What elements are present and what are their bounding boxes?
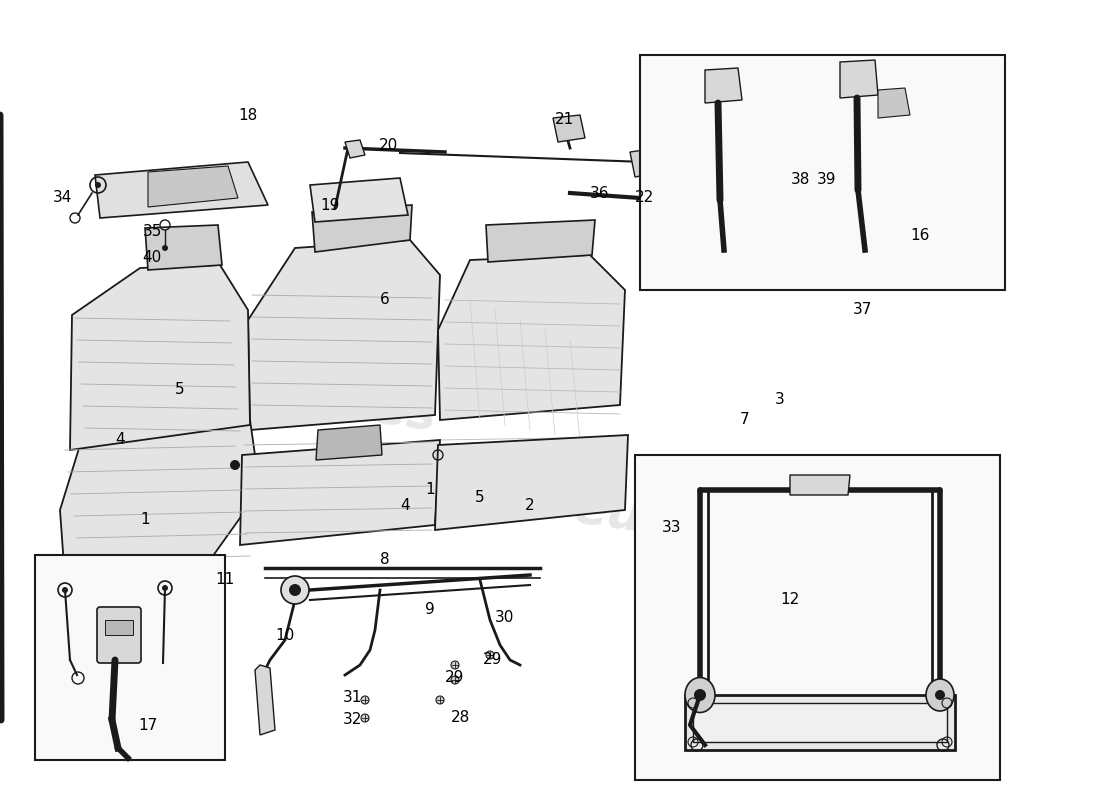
Text: 16: 16 bbox=[911, 227, 930, 242]
Polygon shape bbox=[790, 475, 850, 495]
Circle shape bbox=[162, 585, 168, 591]
Text: 9: 9 bbox=[425, 602, 435, 618]
Polygon shape bbox=[240, 440, 440, 545]
Text: 11: 11 bbox=[216, 573, 234, 587]
Circle shape bbox=[865, 203, 874, 213]
Polygon shape bbox=[95, 162, 268, 218]
Bar bbox=[640, 55, 1005, 290]
Circle shape bbox=[361, 714, 368, 722]
Circle shape bbox=[361, 696, 368, 704]
Circle shape bbox=[694, 689, 706, 701]
Polygon shape bbox=[345, 140, 365, 158]
Polygon shape bbox=[60, 420, 260, 580]
Polygon shape bbox=[148, 166, 238, 207]
Circle shape bbox=[451, 661, 459, 669]
Polygon shape bbox=[434, 435, 628, 530]
Text: 3: 3 bbox=[776, 393, 785, 407]
Text: 28: 28 bbox=[450, 710, 470, 726]
Polygon shape bbox=[312, 205, 412, 252]
Text: 1: 1 bbox=[426, 482, 434, 498]
Text: 30: 30 bbox=[495, 610, 515, 626]
Polygon shape bbox=[255, 665, 275, 735]
Text: 35: 35 bbox=[142, 225, 162, 239]
Circle shape bbox=[62, 587, 68, 593]
Circle shape bbox=[289, 584, 301, 596]
Text: 20: 20 bbox=[378, 138, 397, 153]
Text: eurospares: eurospares bbox=[570, 484, 890, 576]
Circle shape bbox=[230, 460, 240, 470]
Circle shape bbox=[280, 576, 309, 604]
Text: 4: 4 bbox=[116, 433, 124, 447]
Polygon shape bbox=[553, 115, 585, 142]
Text: 4: 4 bbox=[400, 498, 410, 513]
Circle shape bbox=[95, 182, 101, 188]
Bar bbox=[104, 620, 133, 635]
Polygon shape bbox=[705, 68, 742, 103]
Bar bbox=[635, 455, 1000, 780]
Text: 33: 33 bbox=[662, 521, 682, 535]
Bar bbox=[693, 703, 947, 742]
Polygon shape bbox=[248, 240, 440, 430]
Polygon shape bbox=[310, 178, 408, 222]
Text: 12: 12 bbox=[780, 593, 800, 607]
Polygon shape bbox=[840, 60, 878, 98]
Text: 5: 5 bbox=[175, 382, 185, 398]
Polygon shape bbox=[438, 255, 625, 420]
Ellipse shape bbox=[685, 678, 715, 713]
Text: 40: 40 bbox=[142, 250, 162, 266]
Text: 8: 8 bbox=[381, 553, 389, 567]
Text: 39: 39 bbox=[817, 173, 837, 187]
Bar bbox=[685, 695, 955, 750]
Text: 34: 34 bbox=[53, 190, 72, 206]
Text: 7: 7 bbox=[740, 413, 750, 427]
Polygon shape bbox=[145, 225, 222, 270]
Circle shape bbox=[162, 245, 168, 251]
Polygon shape bbox=[70, 265, 250, 450]
Text: 21: 21 bbox=[556, 113, 574, 127]
Circle shape bbox=[486, 651, 494, 659]
Text: 32: 32 bbox=[342, 713, 362, 727]
Text: 19: 19 bbox=[320, 198, 340, 213]
Text: 6: 6 bbox=[381, 293, 389, 307]
Circle shape bbox=[451, 676, 459, 684]
Text: 29: 29 bbox=[446, 670, 464, 686]
Text: 31: 31 bbox=[342, 690, 362, 705]
Text: 29: 29 bbox=[483, 653, 503, 667]
Circle shape bbox=[935, 690, 945, 700]
Polygon shape bbox=[316, 425, 382, 460]
Text: 22: 22 bbox=[636, 190, 654, 206]
Text: 17: 17 bbox=[139, 718, 157, 733]
Bar bbox=[35, 555, 226, 760]
Text: 5: 5 bbox=[475, 490, 485, 505]
Ellipse shape bbox=[926, 679, 954, 711]
Text: eurospares: eurospares bbox=[120, 350, 440, 441]
Polygon shape bbox=[486, 220, 595, 262]
Text: 1: 1 bbox=[140, 513, 150, 527]
Text: 37: 37 bbox=[852, 302, 871, 318]
FancyBboxPatch shape bbox=[97, 607, 141, 663]
Text: 36: 36 bbox=[591, 186, 609, 201]
Text: 18: 18 bbox=[239, 107, 257, 122]
Text: 38: 38 bbox=[790, 173, 810, 187]
Text: 2: 2 bbox=[525, 498, 535, 513]
Text: 10: 10 bbox=[275, 627, 295, 642]
Polygon shape bbox=[630, 148, 662, 177]
Polygon shape bbox=[878, 88, 910, 118]
Circle shape bbox=[436, 696, 444, 704]
